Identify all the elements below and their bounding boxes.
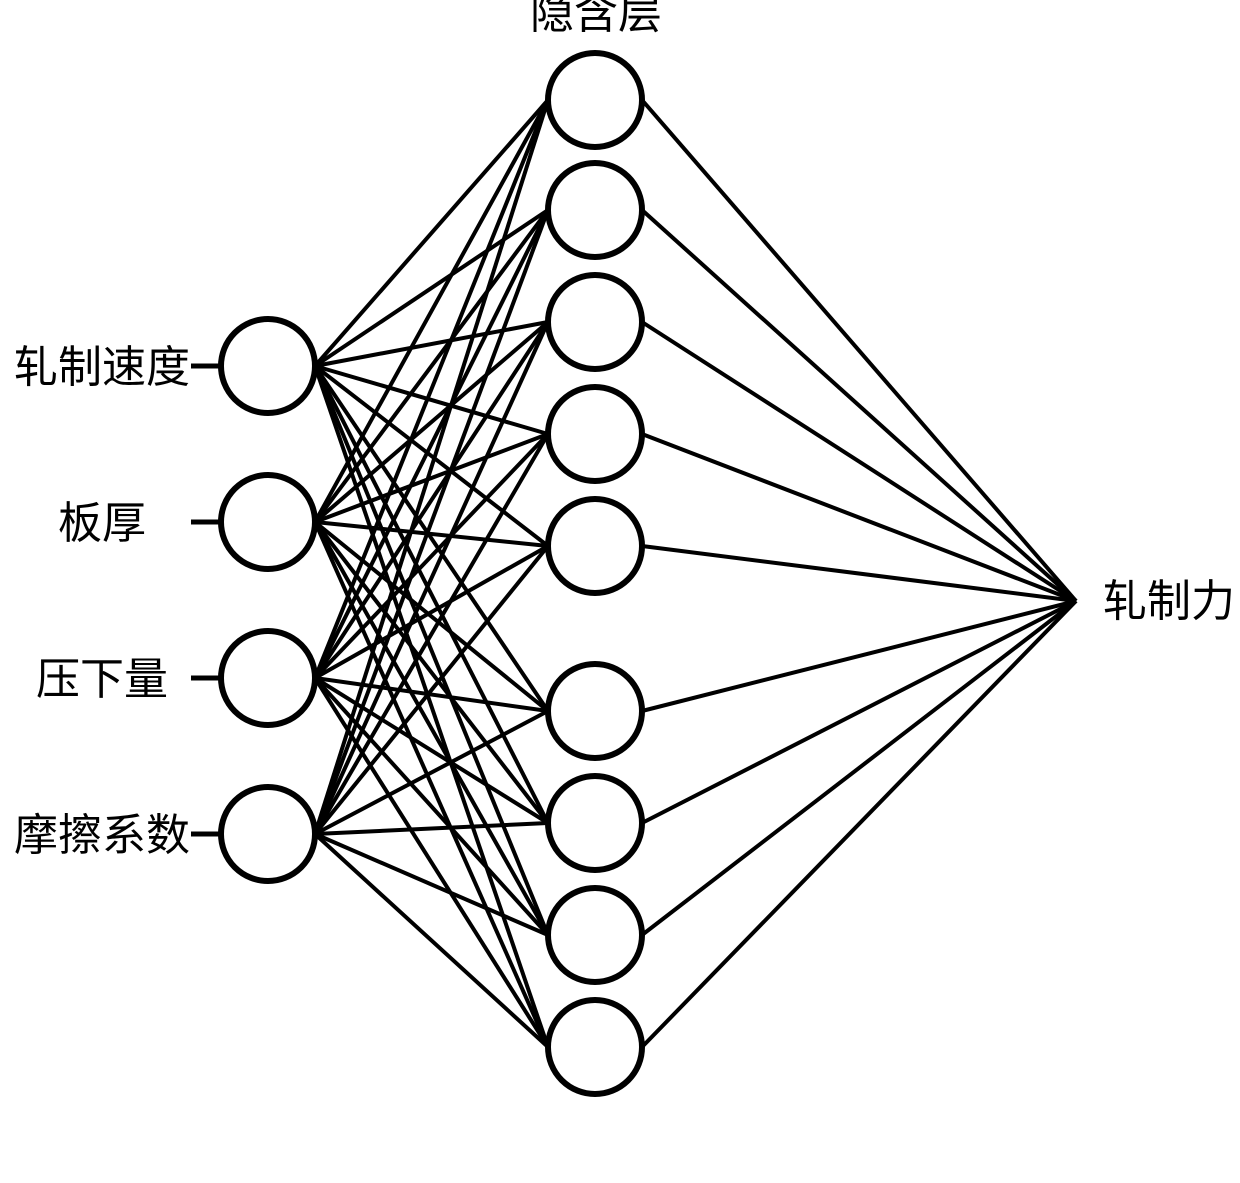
edge-hidden-output	[642, 322, 1076, 601]
input-node	[221, 787, 315, 881]
edge-hidden-output	[642, 601, 1076, 823]
hidden-layer-title: 隐含层	[530, 0, 662, 38]
edge-hidden-output	[642, 546, 1076, 601]
input-label: 板厚	[58, 499, 146, 548]
input-node	[221, 631, 315, 725]
input-label: 摩擦系数	[14, 811, 190, 860]
hidden-node	[548, 664, 642, 758]
hidden-node	[548, 275, 642, 369]
edge-hidden-output	[642, 601, 1076, 1047]
input-node	[221, 319, 315, 413]
edge-input-hidden	[315, 823, 548, 834]
edge-input-hidden	[315, 100, 548, 522]
edge-hidden-output	[642, 210, 1076, 601]
edge-hidden-output	[642, 434, 1076, 601]
edge-input-hidden	[315, 678, 548, 1047]
input-label: 轧制速度	[14, 343, 190, 392]
edge-hidden-output	[642, 601, 1076, 935]
edge-hidden-output	[642, 100, 1076, 601]
input-node	[221, 475, 315, 569]
hidden-node	[548, 888, 642, 982]
edge-input-hidden	[315, 210, 548, 522]
edge-input-hidden	[315, 678, 548, 935]
hidden-node	[548, 53, 642, 147]
hidden-node	[548, 163, 642, 257]
input-label: 压下量	[36, 655, 168, 704]
hidden-node	[548, 499, 642, 593]
edge-input-hidden	[315, 210, 548, 834]
output-label: 轧制力	[1103, 577, 1235, 626]
hidden-node	[548, 387, 642, 481]
hidden-node	[548, 1000, 642, 1094]
ticks-group	[191, 366, 221, 834]
edges-group	[315, 100, 1076, 1047]
edge-input-hidden	[315, 522, 548, 1047]
hidden-node	[548, 776, 642, 870]
edge-input-hidden	[315, 210, 548, 678]
edge-hidden-output	[642, 601, 1076, 711]
